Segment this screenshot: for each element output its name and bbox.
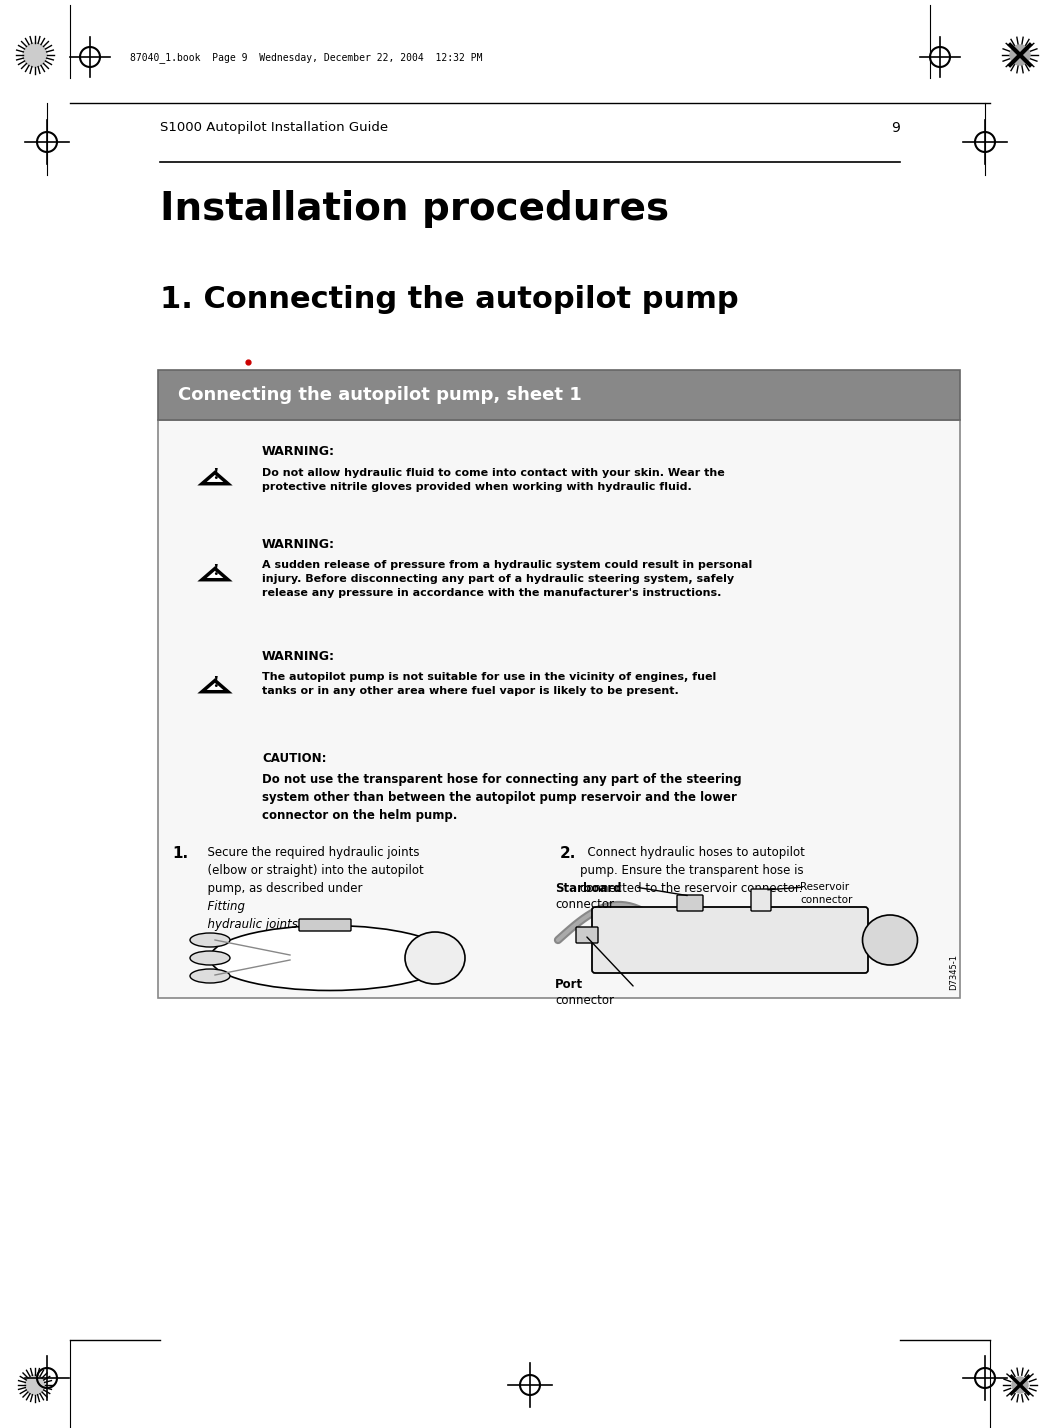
FancyBboxPatch shape <box>751 890 771 911</box>
Ellipse shape <box>863 915 918 965</box>
Text: Connect hydraulic hoses to autopilot
pump. Ensure the transparent hose is
connec: Connect hydraulic hoses to autopilot pum… <box>580 845 805 895</box>
Text: WARNING:: WARNING: <box>262 446 335 458</box>
Text: D7345-1: D7345-1 <box>949 954 958 990</box>
Text: 87040_1.book  Page 9  Wednesday, December 22, 2004  12:32 PM: 87040_1.book Page 9 Wednesday, December … <box>131 53 483 63</box>
Text: Secure the required hydraulic joints
  (elbow or straight) into the autopilot
  : Secure the required hydraulic joints (el… <box>201 845 423 895</box>
Text: connector: connector <box>555 994 614 1007</box>
FancyBboxPatch shape <box>299 920 351 931</box>
Text: Installation procedures: Installation procedures <box>160 190 669 228</box>
Text: A sudden release of pressure from a hydraulic system could result in personal
in: A sudden release of pressure from a hydr… <box>262 560 752 598</box>
Text: 1. Connecting the autopilot pump: 1. Connecting the autopilot pump <box>160 286 738 314</box>
Polygon shape <box>202 681 228 691</box>
Text: !: ! <box>212 564 219 578</box>
Text: WARNING:: WARNING: <box>262 650 335 663</box>
Circle shape <box>23 43 47 67</box>
Text: connector: connector <box>555 898 614 911</box>
Circle shape <box>25 1375 45 1395</box>
Text: Do not use the transparent hose for connecting any part of the steering
system o: Do not use the transparent hose for conn… <box>262 773 742 823</box>
Text: Starboard: Starboard <box>555 883 622 895</box>
Text: !: ! <box>212 468 219 481</box>
Ellipse shape <box>190 970 230 982</box>
FancyBboxPatch shape <box>576 927 598 942</box>
Ellipse shape <box>190 932 230 947</box>
Text: 9: 9 <box>891 121 900 136</box>
Text: Fitting
  hydraulic joints.: Fitting hydraulic joints. <box>201 900 301 931</box>
Bar <box>158 370 960 420</box>
Bar <box>158 420 960 998</box>
Ellipse shape <box>210 925 450 991</box>
Ellipse shape <box>190 951 230 965</box>
Text: 2.: 2. <box>560 845 576 861</box>
Ellipse shape <box>405 932 465 984</box>
Polygon shape <box>202 473 228 484</box>
Circle shape <box>1010 46 1030 66</box>
Polygon shape <box>202 568 228 580</box>
Circle shape <box>1012 1377 1028 1392</box>
Text: Connecting the autopilot pump, sheet 1: Connecting the autopilot pump, sheet 1 <box>178 386 581 404</box>
FancyBboxPatch shape <box>677 895 703 911</box>
Text: Reservoir
connector: Reservoir connector <box>800 883 852 905</box>
Text: WARNING:: WARNING: <box>262 538 335 551</box>
Text: !: ! <box>212 675 219 690</box>
Text: CAUTION:: CAUTION: <box>262 753 327 765</box>
Text: The autopilot pump is not suitable for use in the vicinity of engines, fuel
tank: The autopilot pump is not suitable for u… <box>262 673 716 695</box>
Text: S1000 Autopilot Installation Guide: S1000 Autopilot Installation Guide <box>160 121 388 134</box>
Text: Port: Port <box>555 978 584 991</box>
FancyBboxPatch shape <box>592 907 868 972</box>
Text: 1.: 1. <box>172 845 188 861</box>
Text: Do not allow hydraulic fluid to come into contact with your skin. Wear the
prote: Do not allow hydraulic fluid to come int… <box>262 468 725 493</box>
